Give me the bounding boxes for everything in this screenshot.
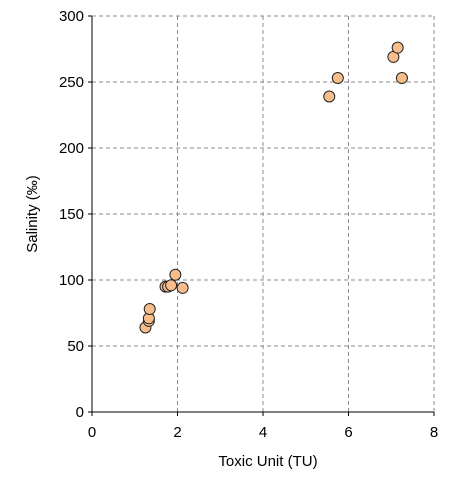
x-tick-label: 0: [88, 424, 96, 441]
axes: [91, 15, 435, 413]
data-point: [331, 72, 344, 85]
x-tick-label: 2: [173, 424, 181, 441]
y-tick-label: 300: [59, 8, 84, 25]
data-point: [165, 279, 178, 292]
x-tick-label: 4: [259, 424, 267, 441]
y-tick-labels: 0 50 100 150 200 250 300: [59, 8, 84, 421]
y-tick-label: 0: [76, 404, 84, 421]
y-tick-label: 50: [67, 338, 84, 355]
x-tick-labels: 0 2 4 6 8: [88, 424, 438, 441]
y-tick-label: 100: [59, 272, 84, 289]
y-tick-label: 150: [59, 206, 84, 223]
data-point: [176, 281, 189, 294]
x-tick-label: 6: [344, 424, 352, 441]
y-tick-label: 200: [59, 140, 84, 157]
data-point: [169, 268, 182, 281]
data-point: [323, 90, 336, 103]
data-point: [143, 303, 156, 316]
y-axis-title: Salinity (‰): [24, 175, 41, 253]
data-points: [139, 41, 408, 334]
grid-lines: [88, 15, 435, 416]
data-point: [395, 72, 408, 85]
y-tick-label: 250: [59, 74, 84, 91]
x-tick-label: 8: [430, 424, 438, 441]
x-axis-title: Toxic Unit (TU): [218, 453, 317, 470]
data-point: [391, 41, 404, 54]
